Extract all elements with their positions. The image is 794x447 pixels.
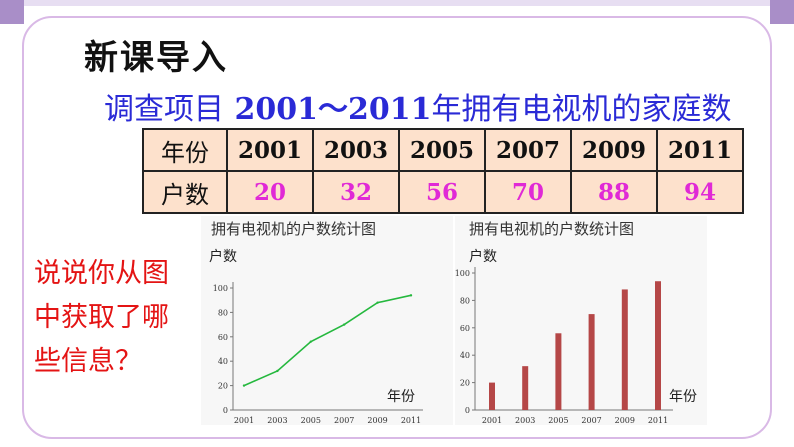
- x-axis-label: 年份: [669, 389, 697, 405]
- table-cell-year: 2007: [484, 128, 572, 172]
- table-cell-count: 32: [312, 170, 400, 214]
- table-cell-count: 70: [484, 170, 572, 214]
- table-row-counts: 户数 20 32 56 70 88 94: [142, 170, 744, 214]
- x-tick-label: 2005: [548, 416, 568, 425]
- table-row-years: 年份 2001 2003 2005 2007 2009 2011: [142, 128, 744, 172]
- x-tick-label: 2003: [267, 416, 287, 425]
- x-axis-label: 年份: [387, 389, 415, 405]
- table-cell-count: 88: [570, 170, 658, 214]
- page-title: 新课导入: [84, 38, 228, 78]
- y-tick-label: 60: [218, 333, 228, 342]
- table-row-header-year: 年份: [142, 128, 228, 172]
- chart-title: 拥有电视机的户数统计图: [211, 220, 376, 238]
- y-axis-label: 户数: [469, 248, 497, 265]
- series-line: [243, 294, 412, 387]
- x-tick-label: 2001: [482, 416, 502, 425]
- chart-title: 拥有电视机的户数统计图: [469, 220, 634, 238]
- table-cell-year: 2003: [312, 128, 400, 172]
- y-tick-label: 20: [218, 382, 228, 391]
- x-tick-label: 2007: [581, 416, 601, 425]
- y-tick-label: 100: [455, 269, 470, 278]
- table-cell-year: 2005: [398, 128, 486, 172]
- corner-decoration-left: [0, 0, 24, 24]
- x-tick-label: 2009: [367, 416, 387, 425]
- data-point: [276, 369, 279, 373]
- y-tick-label: 0: [465, 406, 470, 415]
- data-table: 年份 2001 2003 2005 2007 2009 2011 户数 20 3…: [142, 128, 744, 214]
- y-axis-label: 户数: [209, 248, 237, 265]
- x-tick-label: 2011: [401, 416, 421, 425]
- table-cell-count: 20: [226, 170, 314, 214]
- bar-chart-panel: 拥有电视机的户数统计图 户数年份 0 20 40 60 80 100 2001 2003 2005 2…: [455, 216, 707, 425]
- data-point: [409, 294, 413, 297]
- y-tick-label: 40: [460, 351, 470, 360]
- discussion-question: 说说你从图中获取了哪些信息？: [34, 258, 169, 377]
- x-tick-label: 2007: [334, 416, 354, 425]
- data-point: [343, 323, 346, 326]
- y-tick-label: 100: [213, 284, 228, 293]
- data-point: [376, 301, 379, 304]
- y-tick-label: 60: [460, 324, 470, 333]
- bar: [588, 314, 595, 410]
- x-tick-label: 2009: [615, 416, 635, 425]
- table-cell-count: 94: [656, 170, 744, 214]
- y-tick-label: 0: [223, 406, 228, 415]
- bar: [555, 333, 562, 410]
- y-tick-label: 80: [460, 296, 470, 305]
- x-tick-label: 2001: [234, 416, 254, 425]
- corner-decoration-right: [770, 0, 794, 24]
- table-cell-year: 2011: [656, 128, 744, 172]
- y-tick-label: 20: [460, 379, 470, 388]
- y-tick-label: 40: [218, 357, 228, 366]
- bar: [522, 366, 529, 410]
- data-point: [309, 340, 312, 343]
- table-cell-year: 2001: [226, 128, 314, 172]
- subtitle-years: 2001～2011: [234, 92, 432, 127]
- y-tick-label: 80: [218, 308, 228, 317]
- x-tick-label: 2011: [648, 416, 668, 425]
- bar: [489, 382, 495, 410]
- table-cell-year: 2009: [570, 128, 658, 172]
- bar: [655, 281, 661, 410]
- subtitle-prefix: 调查项目: [104, 92, 224, 127]
- subtitle-suffix: 年拥有电视机的家庭数: [431, 92, 732, 127]
- table-row-header-count: 户数: [142, 170, 228, 214]
- line-chart-panel: 拥有电视机的户数统计图 户数年份 0 20 40 60 80 100 2001 2003 2005 2…: [201, 216, 453, 425]
- survey-subtitle: 调查项目 2001～2011年拥有电视机的家庭数: [104, 84, 731, 128]
- top-stripe: [24, 0, 770, 6]
- bar: [621, 289, 628, 410]
- x-tick-label: 2003: [515, 416, 535, 425]
- table-cell-count: 56: [398, 170, 486, 214]
- x-tick-label: 2005: [301, 416, 321, 425]
- data-point: [242, 384, 246, 387]
